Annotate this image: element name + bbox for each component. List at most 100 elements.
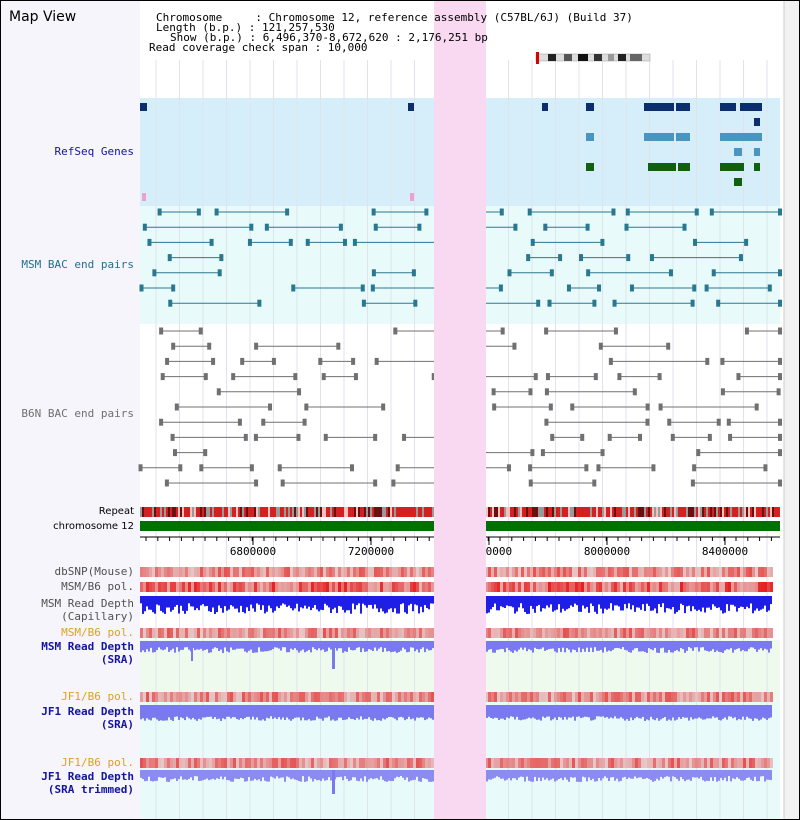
jf1-depth-trim-bar [556,770,558,781]
dbsnp-cell [692,567,695,577]
b6n-bac-pair-end [237,418,242,426]
msm-b6-pol-cell [221,582,224,592]
jf1-b6-pol-cell [680,692,683,702]
msm-depth-cap-bar [686,596,688,607]
jf1-b6-pol2-cell [404,758,407,768]
dbsnp-cell [305,567,308,577]
msm-bac-pair-end [147,238,152,246]
msm-b6-pol2-cell [527,628,530,638]
msm-b6-pol-cell [515,582,518,592]
dbsnp-cell [212,567,215,577]
msm-depth-cap-bar [246,596,248,608]
msm-depth-sra-bar [416,641,418,650]
jf1-depth-sra-bar [714,705,716,718]
msm-b6-pol2-cell [425,628,428,638]
jf1-depth-sra-bar [242,705,244,720]
chromosome-ideogram[interactable] [530,52,654,64]
msm-depth-sra-bar [734,641,736,650]
jf1-depth-trim-bar [768,770,770,780]
msm-b6-pol-cell [203,582,206,592]
msm-b6-pol-cell [362,582,365,592]
repeat-cell [244,507,246,517]
msm-b6-pol2-cell [275,628,278,638]
msm-bac-pair-end [209,238,214,246]
jf1-depth-trim-bar [656,770,658,779]
jf1-depth-sra-bar [670,705,672,721]
jf1-b6-pol-cell [689,692,692,702]
repeat-cell [240,507,242,517]
msm-bac-pair-end [778,269,782,277]
jf1-depth-trim-bar [166,770,168,782]
repeat-cell [682,507,684,517]
repeat-cell [154,507,156,517]
msm-bac-pair-end [692,238,697,246]
msm-depth-cap-bar [650,596,652,611]
msm-depth-sra-bar [602,641,604,653]
dbsnp-cell [560,567,563,577]
msm-depth-cap-bar [540,596,542,612]
dbsnp-cell [752,567,755,577]
repeat-cell [314,507,316,517]
jf1-depth-trim-bar [328,770,330,778]
dbsnp-cell [296,567,299,577]
msm-b6-pol2-cell [689,628,692,638]
jf1-depth-sra-bar [274,705,276,718]
jf1-depth-trim-bar [140,770,142,778]
msm-depth-cap-bar [252,596,254,609]
repeat-cell [284,507,286,517]
jf1-b6-pol2-cell [200,758,203,768]
jf1-depth-sra-bar [190,705,192,720]
jf1-b6-pol2-cell [704,758,707,768]
msm-b6-pol2-cell [605,628,608,638]
jf1-depth-sra-bar [420,705,422,718]
jf1-depth-trim-bar [686,770,688,780]
msm-b6-pol2-cell [362,628,365,638]
msm-depth-cap-bar [416,596,418,606]
msm-b6-pol2-cell [548,628,551,638]
dbsnp-cell [266,567,269,577]
jf1-depth-sra-bar [746,705,748,717]
jf1-b6-pol-cell [224,692,227,702]
repeat-cell [628,507,630,517]
jf1-depth-sra-bar [548,705,550,717]
jf1-b6-pol2-cell [554,758,557,768]
dbsnp-cell [710,567,713,577]
msm-b6-pol-cell [494,582,497,592]
msm-depth-sra-bar [208,641,210,653]
jf1-depth-trim-bar [390,770,392,782]
dbsnp-cell [545,567,548,577]
jf1-depth-trim-bar [288,770,290,778]
jf1-depth-sra-bar [602,705,604,717]
jf1-depth-trim-bar [172,770,174,780]
msm-b6-pol2-cell [293,628,296,638]
msm-depth-sra-bar [308,641,310,650]
dbsnp-cell [743,567,746,577]
msm-b6-pol-cell [359,582,362,592]
msm-depth-cap-bar [166,596,168,608]
dbsnp-cell [392,567,395,577]
msm-b6-pol2-cell [662,628,665,638]
msm-depth-cap-bar [690,596,692,612]
jf1-depth-sra-bar [546,705,548,717]
msm-depth-sra-bar [250,641,252,650]
b6n-bac-pair-end [550,433,555,441]
msm-depth-cap-bar [200,596,202,606]
msm-b6-pol-cell [314,582,317,592]
msm-depth-sra-bar [182,641,184,650]
jf1-b6-pol-cell [263,692,266,702]
jf1-depth-trim-bar [534,770,536,777]
msm-depth-sra-bar [530,641,532,651]
jf1-b6-pol2-cell [314,758,317,768]
jf1-b6-pol2-cell [221,758,224,768]
msm-depth-sra-bar [320,641,322,651]
msm-depth-cap-bar [380,596,382,609]
jf1-b6-pol2-cell [146,758,149,768]
jf1-depth-sra-bar [228,705,230,717]
repeat-cell [406,507,408,517]
jf1-b6-pol-cell [353,692,356,702]
repeat-cell [584,507,586,517]
msm-depth-cap-bar [350,596,352,614]
msm-b6-pol-cell [371,582,374,592]
jf1-depth-trim-bar [362,770,364,782]
repeat-cell [498,507,500,517]
